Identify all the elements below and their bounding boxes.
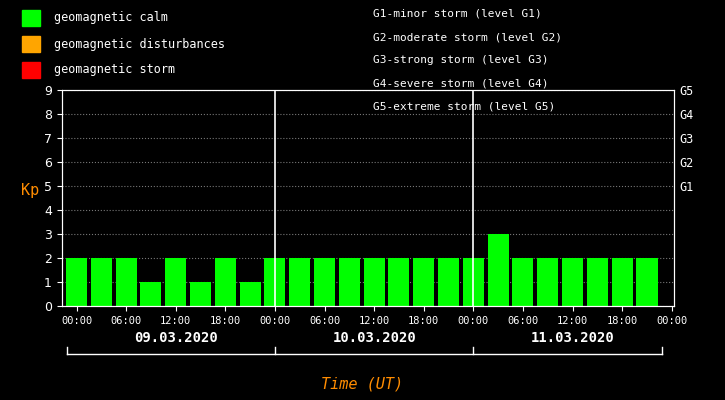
- Text: 09.03.2020: 09.03.2020: [134, 331, 218, 345]
- Text: G4-severe storm (level G4): G4-severe storm (level G4): [373, 78, 549, 89]
- Text: 10.03.2020: 10.03.2020: [332, 331, 416, 345]
- Text: geomagnetic disturbances: geomagnetic disturbances: [54, 38, 225, 50]
- Text: 11.03.2020: 11.03.2020: [531, 331, 614, 345]
- Bar: [612, 258, 633, 306]
- Bar: [265, 258, 286, 306]
- Text: G5-extreme storm (level G5): G5-extreme storm (level G5): [373, 102, 555, 112]
- Bar: [463, 258, 484, 306]
- Bar: [66, 258, 87, 306]
- Bar: [637, 258, 658, 306]
- Bar: [513, 258, 534, 306]
- Bar: [364, 258, 385, 306]
- Bar: [488, 234, 509, 306]
- Bar: [339, 258, 360, 306]
- Bar: [587, 258, 608, 306]
- Bar: [289, 258, 310, 306]
- Bar: [413, 258, 434, 306]
- Bar: [141, 282, 162, 306]
- Text: Time (UT): Time (UT): [321, 376, 404, 392]
- Text: G3-strong storm (level G3): G3-strong storm (level G3): [373, 56, 549, 66]
- Bar: [314, 258, 335, 306]
- Y-axis label: Kp: Kp: [21, 183, 39, 198]
- Bar: [562, 258, 583, 306]
- Bar: [537, 258, 558, 306]
- Bar: [239, 282, 261, 306]
- Bar: [115, 258, 136, 306]
- Bar: [389, 258, 410, 306]
- Bar: [215, 258, 236, 306]
- Bar: [438, 258, 459, 306]
- Bar: [91, 258, 112, 306]
- Text: G1-minor storm (level G1): G1-minor storm (level G1): [373, 9, 542, 19]
- Text: geomagnetic storm: geomagnetic storm: [54, 64, 175, 76]
- Text: G2-moderate storm (level G2): G2-moderate storm (level G2): [373, 32, 563, 42]
- Bar: [165, 258, 186, 306]
- Text: geomagnetic calm: geomagnetic calm: [54, 12, 168, 24]
- Bar: [190, 282, 211, 306]
